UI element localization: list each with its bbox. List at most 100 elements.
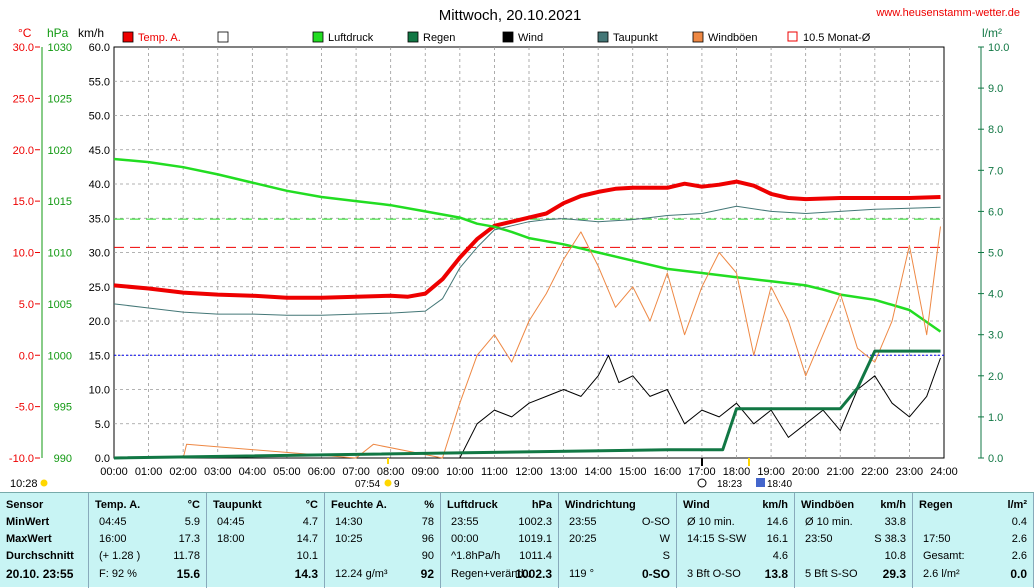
- stats-row: 5 Bft S-SO 29.3: [795, 566, 912, 583]
- x-tick-label: 14:00: [584, 466, 612, 478]
- header-label: Luftdruck: [447, 499, 498, 511]
- series-lines: [113, 157, 942, 460]
- pressure-tick-label: 1020: [48, 145, 72, 157]
- legend-swatch: [597, 31, 609, 43]
- x-tick-label: 13:00: [550, 466, 578, 478]
- stat-value: 33.8: [884, 516, 906, 528]
- rain-tick-label: 2.0: [988, 371, 1003, 383]
- pressure-tick-label: 1025: [48, 93, 72, 105]
- legend-swatch: [502, 31, 514, 43]
- temp-tick-label: 0.0: [19, 350, 34, 362]
- x-tick-label: 12:00: [515, 466, 543, 478]
- sunset-time: 18:23: [717, 479, 742, 490]
- header-label: Sensor: [6, 499, 44, 511]
- x-tick-label: 15:00: [619, 466, 647, 478]
- rain-tick-label: 9.0: [988, 83, 1003, 95]
- stat-note: 5 Bft S-SO: [805, 568, 858, 580]
- stats-row: MinWert: [0, 514, 88, 531]
- stat-value: 5.9: [184, 516, 200, 528]
- stats-header: Windrichtung: [559, 497, 676, 514]
- stats-col: Taupunkt °C 04:45 4.7 18:00 14.7 10.1 14.3: [207, 493, 325, 588]
- axes: 30.0 25.0 20.0 15.0 10.0 5.0 0.0 -5.0 -10.0 1030 1…: [9, 42, 1010, 478]
- sun-icon: [40, 479, 48, 487]
- header-label: Feuchte A.: [331, 499, 387, 511]
- row-label: MinWert: [6, 516, 50, 528]
- stats-row: 10:25 96: [325, 531, 440, 548]
- header-label: Regen: [919, 499, 953, 511]
- legend-label: Taupunkt: [613, 32, 658, 44]
- stats-row: 4.6: [677, 548, 794, 565]
- stats-row: 20:25 W: [559, 531, 676, 548]
- row-label: MaxWert: [6, 533, 52, 545]
- stats-row: 0.4: [913, 514, 1033, 531]
- stat-value: W: [659, 533, 670, 545]
- temp-tick-label: 5.0: [19, 299, 34, 311]
- source-link[interactable]: www.heusenstamm-wetter.de: [875, 7, 1020, 19]
- stats-row: 20.10. 23:55: [0, 566, 88, 583]
- wind-tick-label: 5.0: [95, 419, 110, 431]
- stat-value: 0.0: [1010, 567, 1027, 581]
- stats-row: 23:50 S 38.3: [795, 531, 912, 548]
- stat-note: 14:30: [335, 516, 363, 528]
- stat-note: 04:45: [99, 516, 127, 528]
- legend: Temp. A. Luftdruck Regen Wind Taupunkt Windbö…: [122, 31, 871, 44]
- stats-row: Ø 10 min. 33.8: [795, 514, 912, 531]
- stats-row: 90: [325, 548, 440, 565]
- stats-header: Luftdruck hPa: [441, 497, 558, 514]
- legend-label: 10.5 Monat-Ø: [803, 32, 871, 44]
- temp-unit: °C: [18, 26, 32, 40]
- wind-tick-label: 30.0: [89, 248, 110, 260]
- header-unit: hPa: [531, 499, 552, 511]
- pressure-tick-label: 1030: [48, 42, 72, 54]
- wind-tick-label: 25.0: [89, 282, 110, 294]
- stats-row: 2.6 l/m² 0.0: [913, 566, 1033, 583]
- temp-tick-label: -10.0: [9, 453, 34, 465]
- stat-value: 15.6: [176, 567, 200, 581]
- stats-header: Windböen km/h: [795, 497, 912, 514]
- x-tick-label: 18:00: [723, 466, 751, 478]
- x-tick-label: 17:00: [688, 466, 716, 478]
- wind-tick-label: 40.0: [89, 179, 110, 191]
- moon-icon: [697, 478, 707, 488]
- stats-row: Ø 10 min. 14.6: [677, 514, 794, 531]
- stat-value: 2.6: [1011, 550, 1027, 562]
- row-label: 20.10. 23:55: [6, 567, 74, 581]
- moon-time: 18:40: [767, 479, 792, 490]
- stat-note: 2.6 l/m²: [923, 568, 960, 580]
- temp-tick-label: 15.0: [13, 196, 34, 208]
- rain-tick-label: 0.0: [988, 453, 1003, 465]
- x-tick-label: 16:00: [654, 466, 682, 478]
- stat-note: 16:00: [99, 533, 127, 545]
- stats-col: Feuchte A.% 14:30 78 10:25 96 90 12.24 g/m³ 92: [325, 493, 441, 588]
- weather-chart: 30.0 25.0 20.0 15.0 10.0 5.0 0.0 -5.0 -10.0 1030 1…: [9, 7, 1020, 490]
- stat-value: 4.6: [772, 550, 788, 562]
- stat-note: ^1.8hPa/h: [451, 550, 501, 562]
- wind-tick-label: 0.0: [95, 453, 110, 465]
- legend-label: Windböen: [708, 32, 758, 44]
- stat-note: F: 92 %: [99, 568, 137, 580]
- x-tick-label: 04:00: [239, 466, 267, 478]
- legend-label: Regen: [423, 32, 455, 44]
- stat-value: 11.78: [173, 550, 200, 562]
- stat-note: Ø 10 min.: [805, 516, 853, 528]
- stats-col: Wind km/h Ø 10 min. 14.6 14:15 S-SW 16.1 4.6 3 …: [677, 493, 795, 588]
- sunrise-icon: [384, 479, 392, 487]
- stat-value: 96: [421, 533, 434, 545]
- stat-value: 1019.1: [518, 533, 552, 545]
- stat-note: 18:00: [217, 533, 245, 545]
- stat-value: 92: [420, 567, 434, 581]
- header-unit: °C: [305, 499, 318, 511]
- series-taupunkt: [113, 205, 941, 316]
- legend-label: Wind: [518, 32, 543, 44]
- stats-row: S: [559, 548, 676, 565]
- stat-value: 1002.3: [515, 567, 552, 581]
- x-tick-label: 09:00: [411, 466, 439, 478]
- stat-value: 29.3: [882, 567, 906, 581]
- stat-value: S 38.3: [874, 533, 906, 545]
- stat-note: 23:55: [451, 516, 479, 528]
- legend-swatch: [312, 31, 324, 43]
- rain-tick-label: 7.0: [988, 165, 1003, 177]
- stats-row: 119 ° 0-SO: [559, 566, 676, 583]
- legend-swatch: [787, 31, 798, 42]
- stat-value: O-SO: [641, 516, 670, 528]
